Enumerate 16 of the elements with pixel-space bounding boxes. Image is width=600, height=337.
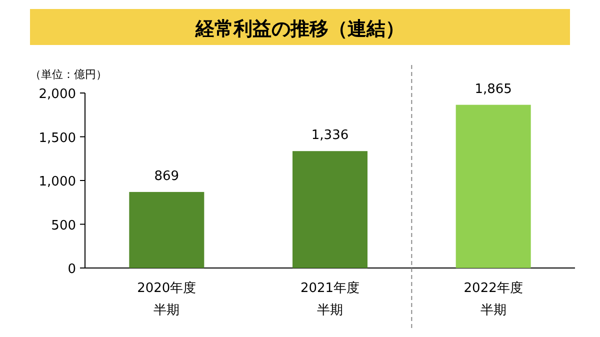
y-axis-title: （単位：億円） <box>30 68 107 81</box>
data-label: 1,336 <box>311 128 349 144</box>
y-tick-label: 1,500 <box>38 130 76 146</box>
bar <box>292 151 368 268</box>
y-tick-label: 0 <box>68 262 76 277</box>
y-tick-label: 1,000 <box>38 174 76 190</box>
y-tick-label: 500 <box>51 218 76 234</box>
y-tick-label: 2,000 <box>38 87 76 102</box>
data-label: 1,865 <box>474 82 512 97</box>
x-tick-label: 2021年度半期 <box>299 280 361 320</box>
data-label: 869 <box>154 168 180 184</box>
x-tick-label: 2020年度半期 <box>136 280 198 320</box>
chart-title: 経常利益の推移（連結） <box>194 18 404 40</box>
bar <box>456 104 531 268</box>
bar <box>129 192 204 268</box>
x-tick-label: 2022年度半期 <box>462 280 524 320</box>
